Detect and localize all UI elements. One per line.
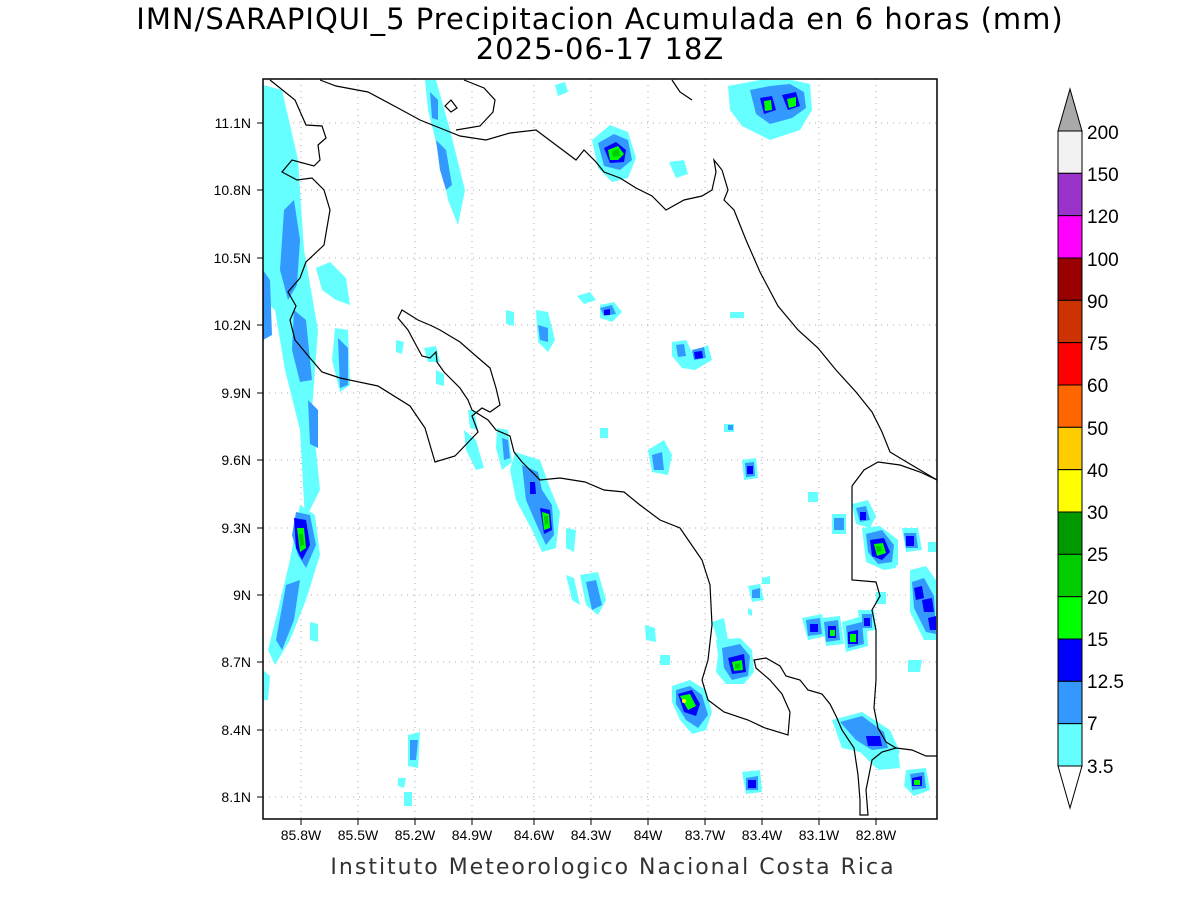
- colorbar-label: 7: [1087, 714, 1098, 735]
- lat-tick-label: 9.6N: [221, 452, 251, 468]
- colorbar-swatch: [1057, 299, 1083, 344]
- lon-tick-label: 82.8W: [856, 827, 897, 843]
- lat-tick-label: 8.1N: [221, 789, 251, 805]
- colorbar-label: 20: [1087, 588, 1108, 609]
- colorbar-swatch: [1057, 172, 1083, 217]
- colorbar-swatch: [1057, 553, 1083, 598]
- colorbar-label: 150: [1087, 165, 1119, 186]
- colorbar-swatch: [1057, 130, 1083, 174]
- colorbar-swatch: [1057, 511, 1083, 555]
- colorbar-swatch: [1057, 723, 1083, 767]
- colorbar-label: 12.5: [1087, 672, 1124, 693]
- colorbar: 200 150 120 100 90 75 60 50 40 30 25 20 …: [1057, 87, 1124, 810]
- lon-tick-label: 84.3W: [571, 827, 612, 843]
- map-title: IMN/SARAPIQUI_5 Precipitacion Acumulada …: [136, 2, 1064, 36]
- colorbar-label: 60: [1087, 376, 1108, 397]
- lat-tick-label: 10.5N: [214, 250, 251, 266]
- colorbar-label: 40: [1087, 461, 1108, 482]
- lon-tick-label: 85.5W: [338, 827, 379, 843]
- precipitation-field: [263, 80, 936, 806]
- colorbar-swatch: [1057, 342, 1083, 386]
- colorbar-label: 90: [1087, 292, 1108, 313]
- lat-tick-label: 8.7N: [221, 654, 251, 670]
- map-datetime: 2025-06-17 18Z: [475, 32, 725, 66]
- colorbar-swatch: [1057, 426, 1083, 471]
- lon-tick-label: 85.8W: [281, 827, 322, 843]
- axis-ticks: [257, 122, 877, 825]
- lat-tick-label: 9.9N: [221, 385, 251, 401]
- lat-tick-label: 8.4N: [221, 722, 251, 738]
- lat-tick-label: 10.8N: [214, 182, 251, 198]
- lat-tick-label: 11.1N: [215, 115, 251, 131]
- colorbar-swatch: [1057, 469, 1083, 513]
- lon-tick-label: 84.6W: [514, 827, 555, 843]
- colorbar-swatch: [1057, 215, 1083, 259]
- lat-tick-label: 10.2N: [214, 317, 251, 333]
- lon-tick-label: 84.9W: [452, 827, 493, 843]
- colorbar-label: 15: [1087, 630, 1108, 651]
- lon-tick-label: 83.7W: [685, 827, 726, 843]
- lon-tick-label: 85.2W: [395, 827, 436, 843]
- lon-tick-label: 83.4W: [742, 827, 783, 843]
- lon-tick-label: 84W: [634, 827, 664, 843]
- colorbar-swatch: [1057, 680, 1083, 725]
- colorbar-swatch: [1057, 596, 1083, 640]
- coastline: [269, 79, 938, 816]
- colorbar-top-arrow: [1057, 87, 1083, 132]
- colorbar-swatch: [1057, 384, 1083, 428]
- colorbar-swatch: [1057, 257, 1083, 301]
- colorbar-swatch: [1057, 638, 1083, 682]
- colorbar-bottom-arrow: [1057, 765, 1083, 810]
- colorbar-label: 30: [1087, 503, 1108, 524]
- map-frame: [262, 78, 938, 820]
- map-plot-area: 85.8W 85.5W 85.2W 84.9W 84.6W 84.3W 84W …: [214, 78, 938, 843]
- lat-tick-label: 9.3N: [221, 520, 251, 536]
- lat-tick-label: 9N: [233, 587, 251, 603]
- colorbar-label: 25: [1087, 545, 1108, 566]
- colorbar-label: 3.5: [1087, 757, 1113, 778]
- colorbar-label: 50: [1087, 419, 1108, 440]
- map-background: [263, 79, 937, 819]
- colorbar-label: 120: [1087, 207, 1119, 228]
- lon-tick-label: 83.1W: [799, 827, 840, 843]
- colorbar-label: 75: [1087, 334, 1108, 355]
- colorbar-label: 200: [1087, 123, 1119, 144]
- footer-credit: Instituto Meteorologico Nacional Costa R…: [330, 855, 896, 880]
- colorbar-label: 100: [1087, 250, 1119, 271]
